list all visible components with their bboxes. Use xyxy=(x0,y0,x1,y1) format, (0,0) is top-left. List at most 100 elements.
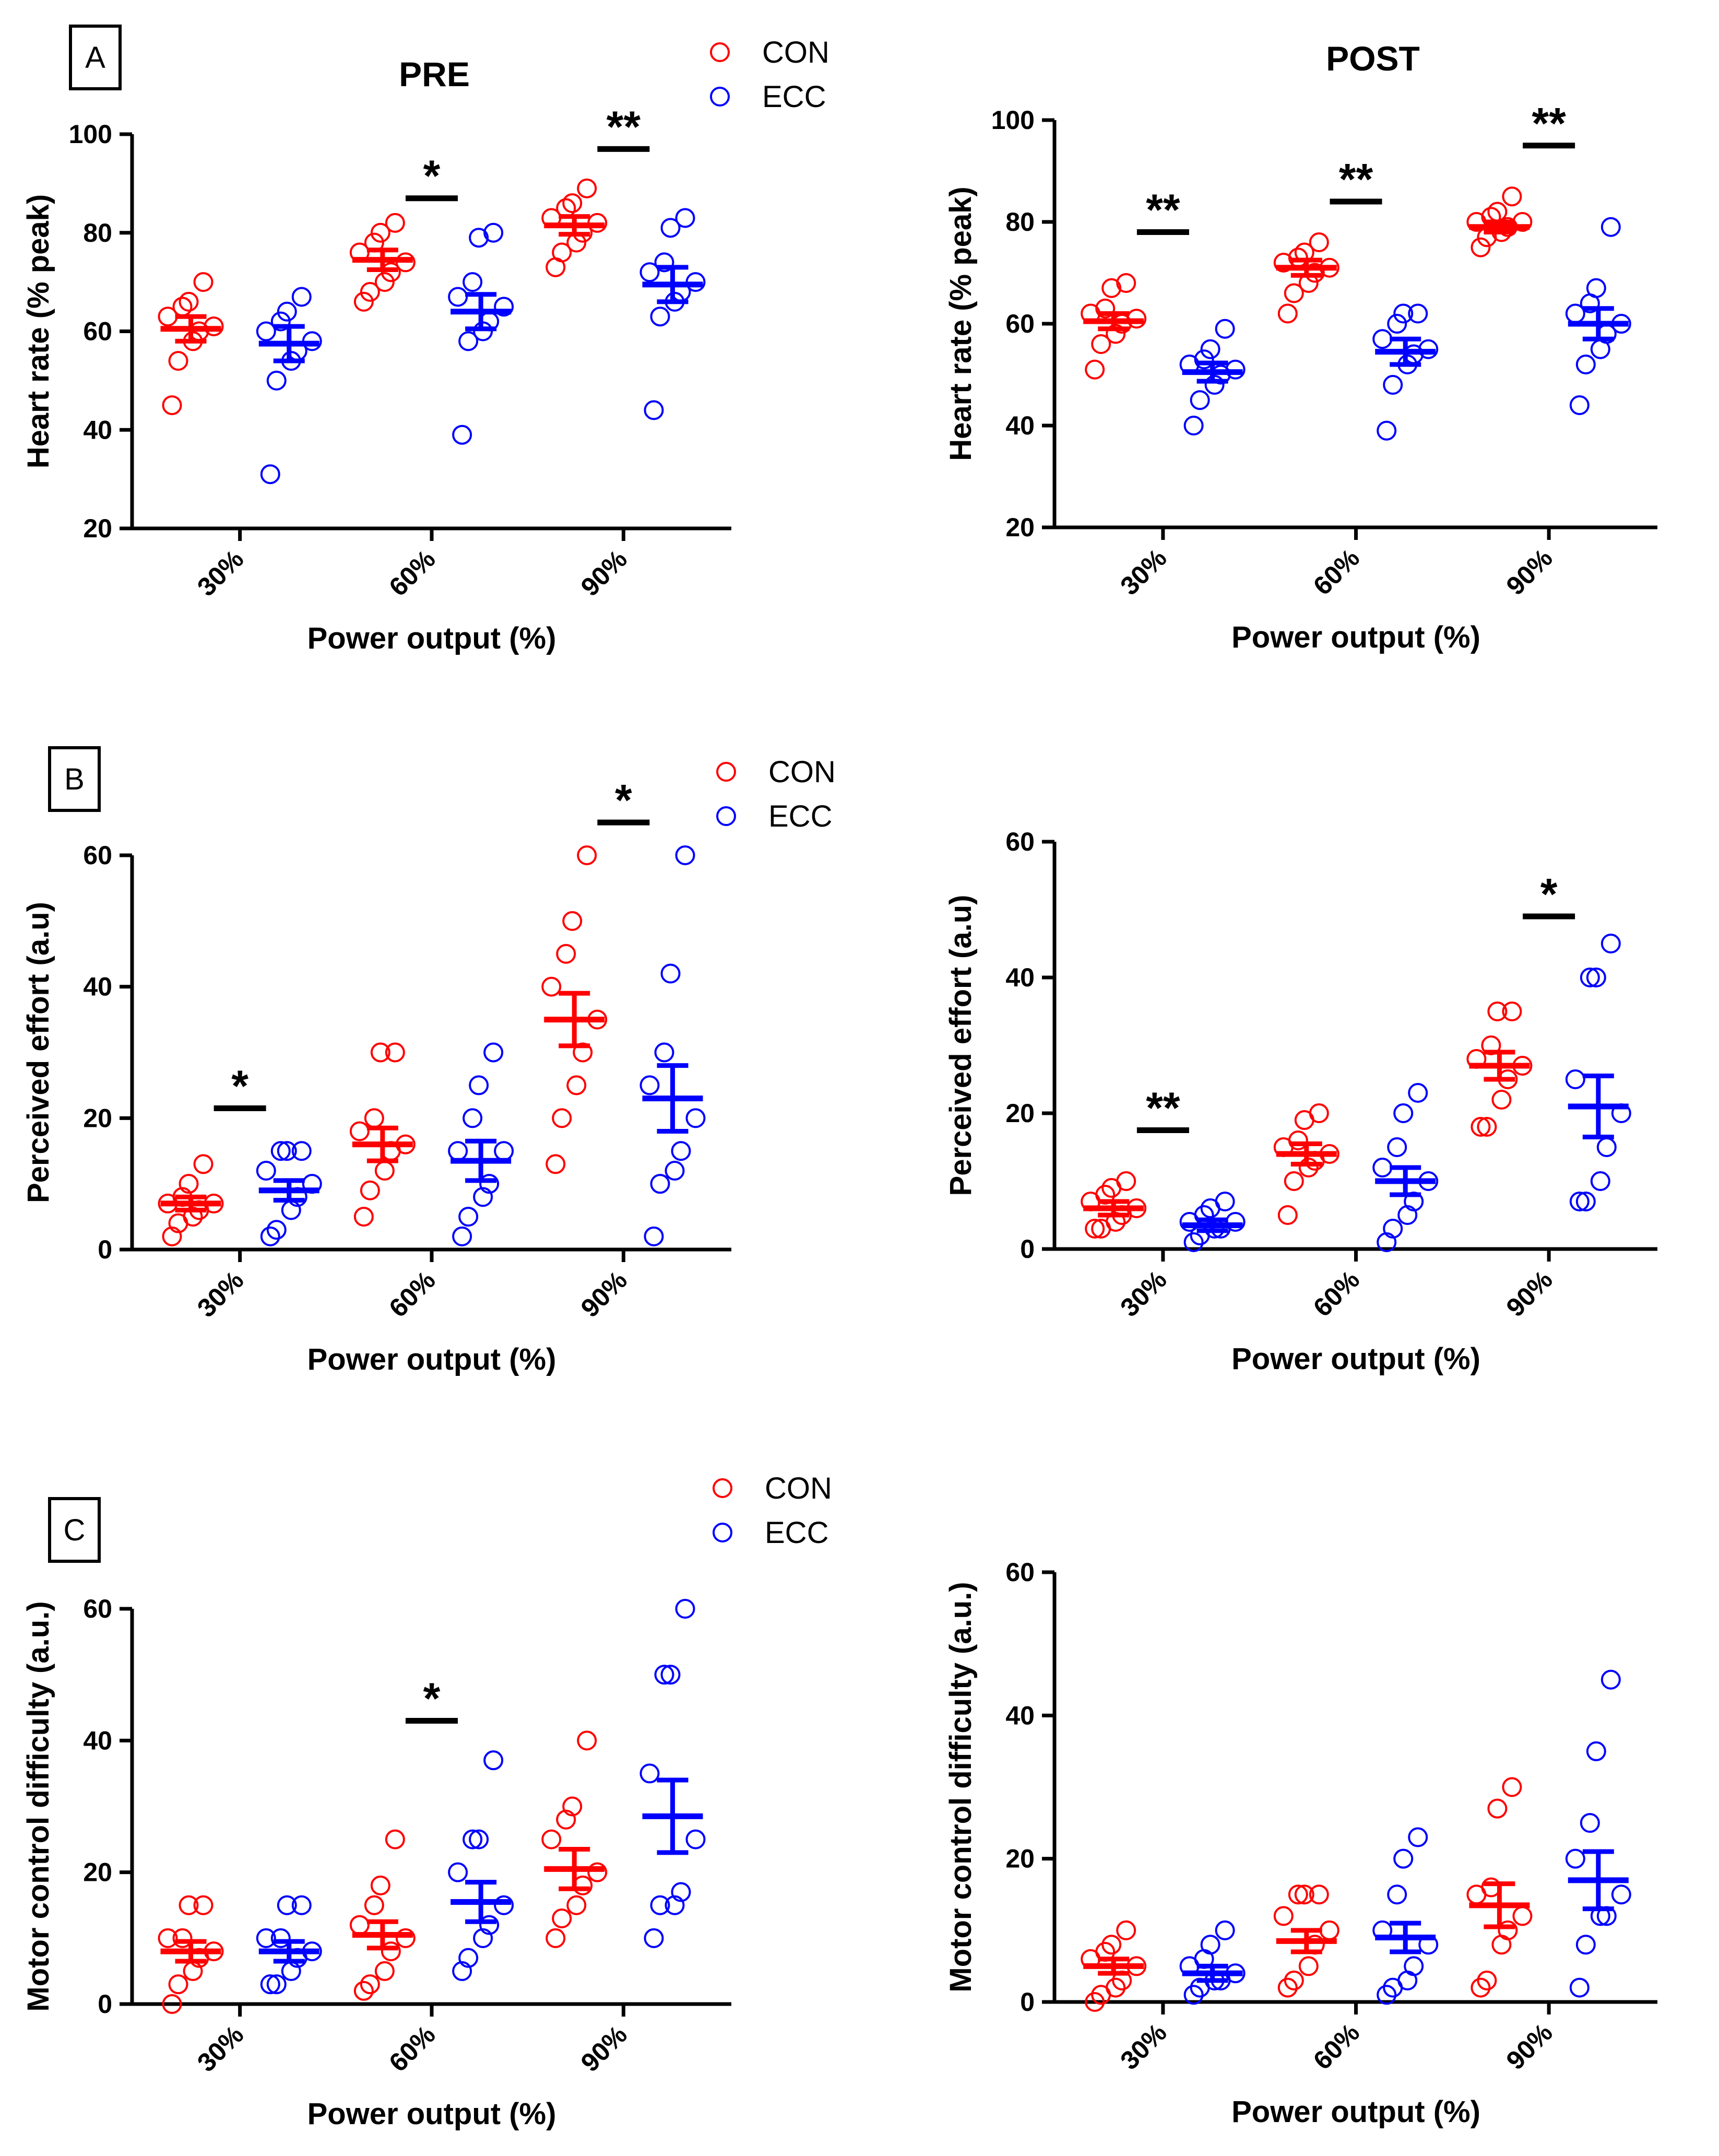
data-point-con xyxy=(1085,1219,1105,1239)
legend-label-con: CON xyxy=(762,36,829,69)
data-point-con xyxy=(1471,1977,1491,1998)
data-point-con xyxy=(381,262,401,282)
significance-label: ** xyxy=(1532,99,1566,148)
data-point-con xyxy=(381,1941,401,1962)
data-point-con xyxy=(370,1875,390,1895)
data-point-ecc xyxy=(1601,217,1621,237)
chart-panel-A-post: POST 20 40 60 80 100 30% 60% 90% Power output (%)… xyxy=(944,39,1657,654)
panel-title: PRE xyxy=(399,55,470,93)
data-point-ecc xyxy=(458,1207,479,1227)
data-point-ecc xyxy=(1215,1920,1235,1940)
data-point-con xyxy=(1512,1906,1533,1926)
data-point-ecc xyxy=(1408,1827,1428,1847)
data-point-ecc xyxy=(494,1141,514,1161)
data-point-ecc xyxy=(483,222,504,243)
x-tick-label: 30% xyxy=(192,544,249,602)
data-point-ecc xyxy=(639,262,660,282)
data-point-ecc xyxy=(266,370,287,391)
data-point-ecc xyxy=(270,1141,291,1161)
data-point-con xyxy=(1498,1920,1518,1940)
data-point-con xyxy=(587,1862,608,1882)
data-point-ecc xyxy=(270,1928,291,1948)
y-axis-title: Perceived effort (a.u) xyxy=(21,902,55,1203)
data-point-ecc xyxy=(1393,303,1414,324)
data-point-ecc xyxy=(473,1187,493,1207)
data-point-con xyxy=(353,1981,374,2001)
data-point-ecc xyxy=(1194,349,1214,370)
data-point-ecc xyxy=(494,297,514,317)
y-axis-title: Perceived effort (a.u) xyxy=(944,895,978,1196)
y-axis-title: Heart rate (% peak) xyxy=(944,186,978,461)
legend-row-a: CON ECC xyxy=(710,36,829,114)
data-point-con xyxy=(193,272,214,292)
data-point-ecc xyxy=(1393,1103,1414,1123)
significance-label: * xyxy=(615,775,632,824)
data-point-con xyxy=(552,1908,572,1928)
data-point-con xyxy=(353,291,374,312)
legend-label-con: CON xyxy=(768,755,836,789)
y-tick-label: 0 xyxy=(1020,1234,1035,1264)
data-point-ecc xyxy=(675,1599,695,1619)
chart-panels: A PRE 20 40 60 80 100 30% 60% 90% Power output (%)… xyxy=(21,25,1657,2131)
data-point-con xyxy=(1091,334,1111,354)
x-axis-title: Power output (%) xyxy=(307,2097,556,2131)
data-point-con xyxy=(193,1154,214,1174)
data-point-con xyxy=(168,351,188,371)
significance-label: ** xyxy=(1339,155,1373,204)
data-point-ecc xyxy=(463,272,483,292)
data-point-con xyxy=(179,1895,199,1915)
legend-marker-ecc xyxy=(713,1523,732,1542)
y-axis-title: Heart rate (% peak) xyxy=(21,194,55,468)
x-axis-title: Power output (%) xyxy=(307,1342,556,1376)
panel-letter: A xyxy=(85,41,105,75)
data-point-ecc xyxy=(654,252,674,273)
data-point-con xyxy=(1273,1906,1294,1926)
data-point-ecc xyxy=(1387,1137,1407,1157)
data-point-con xyxy=(385,213,405,233)
y-tick-label: 100 xyxy=(69,120,112,149)
x-tick-label: 60% xyxy=(383,1265,441,1323)
legend-marker-ecc xyxy=(710,87,730,107)
data-point-con xyxy=(562,1796,583,1817)
data-point-con xyxy=(179,291,199,312)
y-tick-label: 20 xyxy=(1005,1099,1035,1128)
data-point-ecc xyxy=(256,1928,276,1948)
data-point-ecc xyxy=(1590,1171,1610,1191)
significance-label: * xyxy=(231,1061,248,1110)
data-point-ecc xyxy=(1580,968,1600,987)
y-tick-label: 60 xyxy=(83,841,112,870)
chart-panel-B-pre: B 0 20 40 60 30% 60% 90% Power output (%) Perceiv… xyxy=(21,746,731,1376)
y-tick-label: 100 xyxy=(991,105,1035,135)
data-point-ecc xyxy=(277,301,297,322)
data-point-con xyxy=(162,1226,182,1246)
data-point-con xyxy=(395,1928,416,1948)
data-point-ecc xyxy=(1601,934,1621,953)
x-tick-label: 30% xyxy=(192,2020,249,2077)
data-point-con xyxy=(374,272,395,292)
data-point-ecc xyxy=(1601,1669,1621,1690)
x-tick-label: 90% xyxy=(575,544,633,602)
data-point-ecc xyxy=(1569,1192,1590,1211)
data-point-con xyxy=(349,1915,370,1935)
data-point-ecc xyxy=(473,1928,493,1948)
data-point-ecc xyxy=(469,228,489,248)
y-tick-label: 40 xyxy=(83,972,112,1002)
data-point-ecc xyxy=(1575,355,1596,374)
x-tick-label: 60% xyxy=(383,2020,441,2077)
chart-panel-A-pre: A PRE 20 40 60 80 100 30% 60% 90% Power output (%)… xyxy=(21,25,731,655)
data-point-ecc xyxy=(266,1220,287,1240)
data-point-con xyxy=(1101,1935,1122,1955)
data-point-ecc xyxy=(452,1226,472,1246)
data-point-con xyxy=(556,1809,576,1830)
data-point-ecc xyxy=(1397,1205,1418,1225)
data-point-con xyxy=(566,1075,587,1095)
data-point-con xyxy=(577,1730,597,1751)
panel-letter: C xyxy=(64,1513,86,1547)
data-point-ecc xyxy=(1565,1848,1585,1869)
data-point-con xyxy=(1319,1920,1339,1940)
data-point-ecc xyxy=(1569,1977,1590,1998)
data-point-ecc xyxy=(1383,375,1403,395)
data-point-con xyxy=(162,395,182,416)
data-point-ecc xyxy=(479,1174,500,1194)
